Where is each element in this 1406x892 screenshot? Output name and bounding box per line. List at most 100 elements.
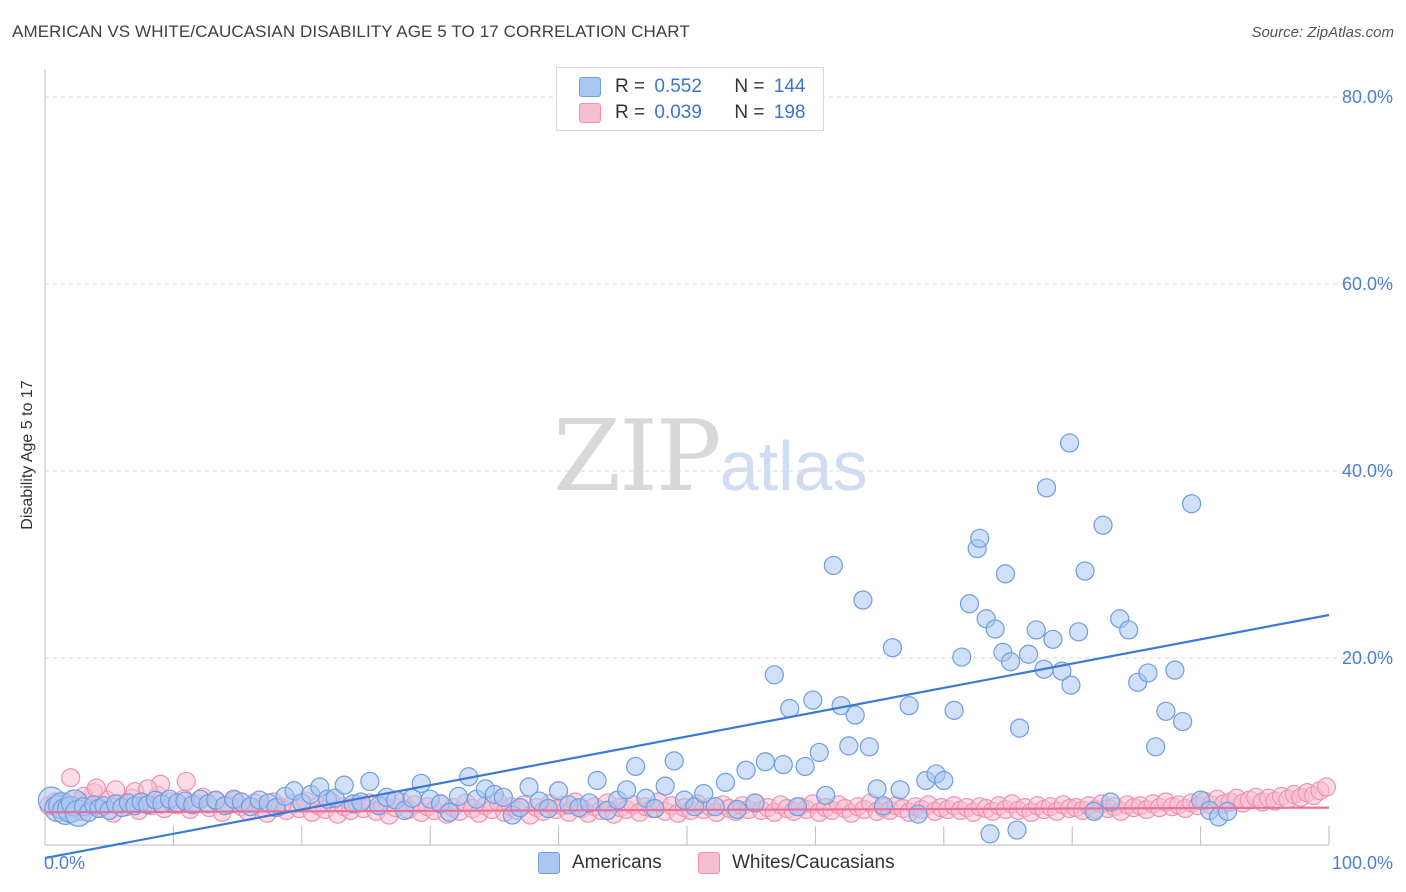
americans-point [970, 528, 990, 548]
x-tick-label: 0.0% [44, 853, 85, 873]
americans-point [664, 751, 684, 771]
americans-point [809, 742, 829, 763]
americans-point [626, 756, 646, 777]
americans-point [1007, 820, 1027, 840]
americans-point [745, 793, 765, 813]
americans-point [587, 770, 607, 791]
legend-n-label: N = [734, 102, 765, 123]
americans-point [351, 792, 371, 812]
watermark-zip: ZIP [553, 400, 722, 514]
whites-point [1316, 777, 1337, 797]
americans-point [980, 824, 1000, 844]
legend-r-label: R = [615, 76, 646, 97]
americans-point [1093, 515, 1113, 535]
americans-point [873, 796, 894, 816]
americans-point [985, 619, 1005, 639]
americans-point [579, 793, 600, 813]
legend-r-value: 0.039 [654, 102, 702, 123]
americans-point [787, 797, 808, 817]
legend-n-value: 198 [773, 102, 806, 123]
americans-point [952, 647, 972, 667]
americans-point [755, 752, 775, 772]
americans-point [882, 638, 903, 658]
americans-point [1075, 561, 1095, 581]
americans-point [764, 665, 784, 685]
americans-point [1217, 801, 1238, 821]
americans-point [1156, 701, 1176, 721]
americans-point [736, 760, 756, 780]
americans-point [1060, 433, 1080, 453]
americans-point [773, 754, 793, 775]
bottom-legend-swatch-whites [698, 852, 720, 874]
americans-point [685, 797, 705, 817]
bottom-legend-americans: Americans [538, 852, 662, 874]
americans-point [859, 737, 879, 757]
americans-point [803, 690, 823, 710]
americans-trend-line [44, 613, 1330, 860]
whites-point [61, 768, 81, 788]
americans-point [694, 783, 714, 804]
grid-lines [45, 96, 1392, 659]
americans-point [1138, 663, 1158, 683]
americans-point [1173, 711, 1193, 732]
legend-r-label: R = [615, 102, 646, 123]
americans-point [1061, 675, 1081, 695]
whites-point [86, 778, 106, 798]
americans-point [538, 798, 558, 819]
y-tick-label: 20.0% [1342, 648, 1393, 668]
legend: R = 0.552 N = 144 R = 0.039 N = 198 [556, 67, 824, 131]
x-tick-label: 100.0% [1332, 853, 1393, 873]
legend-r-value: 0.552 [654, 76, 702, 97]
americans-point [795, 756, 815, 777]
tick-labels: 20.0% 40.0% 60.0% 80.0% 0.0% 100.0% [44, 87, 1393, 873]
y-tick-label: 40.0% [1342, 461, 1393, 481]
chart-title: AMERICAN VS WHITE/CAUCASIAN DISABILITY A… [12, 22, 690, 41]
legend-row-whites: R = 0.039 N = 198 [579, 100, 805, 126]
americans-point [411, 773, 431, 793]
y-tick-label: 80.0% [1342, 87, 1393, 107]
bottom-legend: Americans Whites/Caucasians [0, 852, 1406, 878]
americans-point [899, 696, 919, 716]
americans-point [334, 775, 354, 795]
americans-point [959, 594, 980, 614]
americans-point [1009, 718, 1030, 738]
americans-point [839, 736, 859, 756]
americans-point [823, 555, 843, 576]
americans-point [548, 781, 569, 801]
bottom-legend-swatch-americans [538, 852, 560, 874]
americans-point [867, 779, 887, 799]
bottom-legend-whites: Whites/Caucasians [698, 852, 895, 874]
bottom-legend-label-whites: Whites/Caucasians [732, 852, 895, 873]
y-tick-label: 60.0% [1342, 274, 1393, 294]
americans-point [1036, 478, 1057, 498]
americans-point [890, 780, 910, 800]
source-label: Source: ZipAtlas.com [1251, 24, 1394, 41]
americans-point [1146, 737, 1166, 757]
americans-point [1182, 494, 1202, 514]
americans-point [519, 777, 539, 797]
americans-point [510, 797, 530, 818]
americans-point [1018, 644, 1039, 664]
americans-point [1043, 629, 1063, 649]
americans-point [908, 804, 928, 824]
americans-points [37, 433, 1238, 844]
legend-swatch-americans [579, 77, 601, 97]
whites-trend-line [44, 806, 1330, 814]
bottom-legend-label-americans: Americans [572, 852, 662, 873]
americans-point [493, 787, 513, 807]
americans-point [1119, 620, 1139, 640]
legend-swatch-whites [579, 103, 601, 123]
americans-point [645, 798, 665, 819]
legend-n-label: N = [734, 76, 765, 97]
americans-point [845, 705, 865, 725]
americans-point [439, 802, 460, 822]
axes [44, 69, 1330, 846]
americans-point [816, 785, 836, 806]
whites-point [176, 771, 196, 792]
americans-point [360, 771, 380, 792]
americans-point [1000, 652, 1021, 672]
americans-point [1069, 622, 1089, 642]
americans-point [853, 590, 873, 610]
americans-point [934, 770, 954, 791]
trend-lines [44, 613, 1330, 860]
